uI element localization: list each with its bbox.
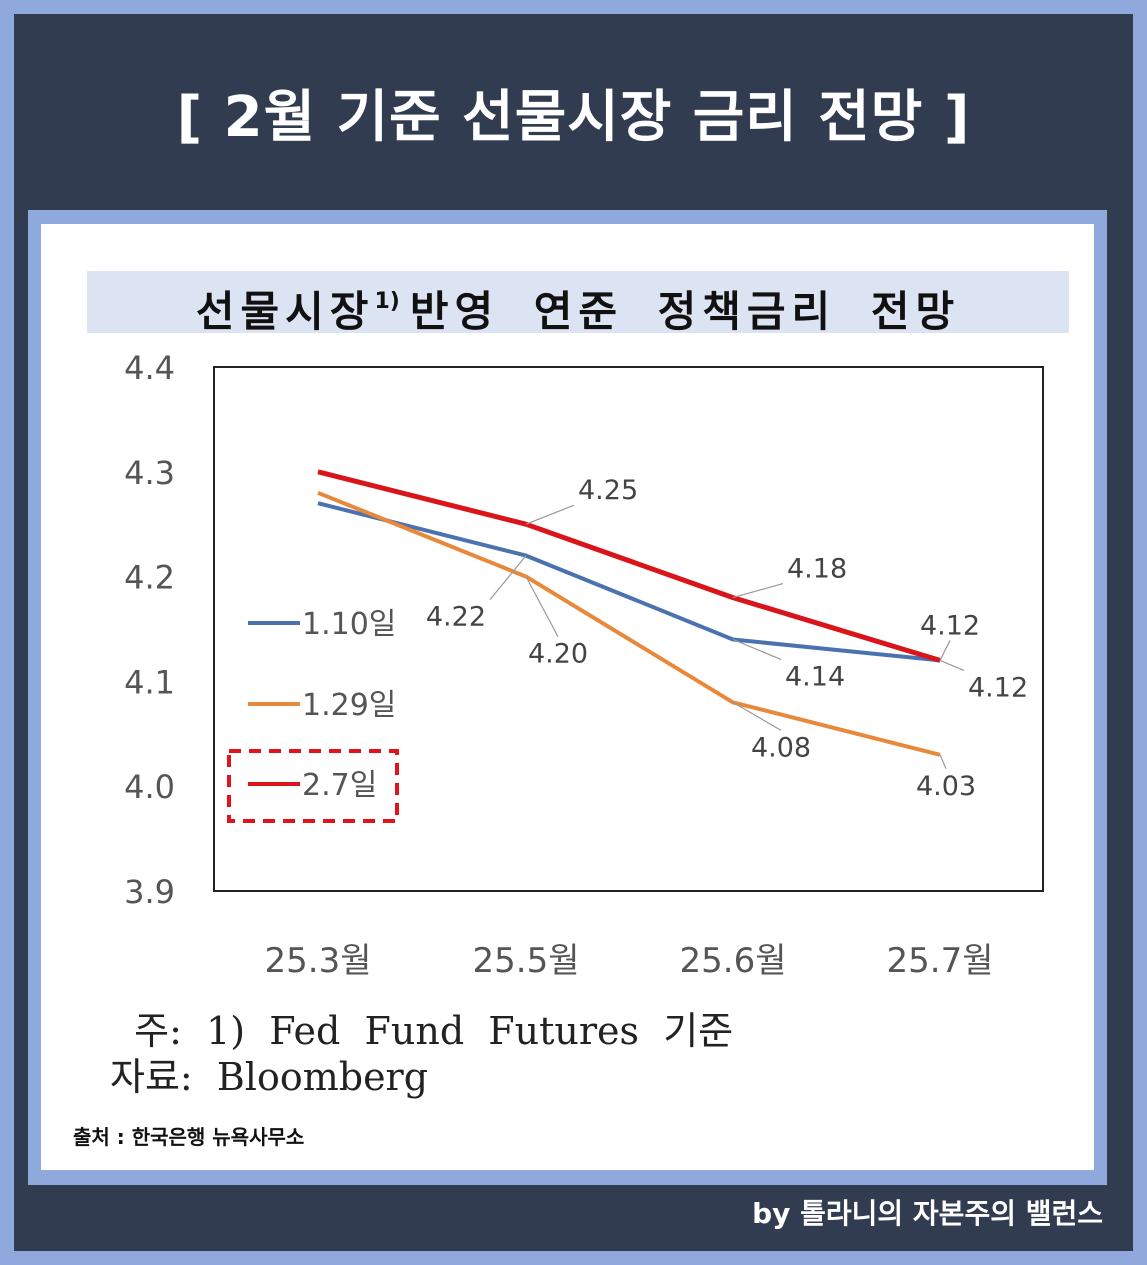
- chart-title-main: 선물시장: [195, 287, 375, 336]
- leader-line: [939, 754, 947, 769]
- chart-title-rest: 반영 연준 정책금리 전망: [409, 287, 961, 336]
- x-tick-label: 25.6월: [680, 941, 787, 981]
- legend-label: 1.29일: [302, 688, 396, 723]
- data-label: 4.08: [751, 732, 811, 763]
- leader-line: [732, 638, 782, 661]
- x-tick-label: 25.7월: [887, 941, 994, 981]
- series-line: [317, 469, 941, 663]
- leader-line: [525, 504, 575, 525]
- highlight-box: [227, 749, 399, 823]
- y-tick-label: 4.1: [124, 663, 175, 701]
- data-label: 4.14: [785, 661, 845, 692]
- footnote-line: 주: 1) Fed Fund Futures 기준: [110, 1009, 734, 1053]
- x-tick-label: 25.3월: [265, 941, 372, 981]
- series-line: [317, 501, 941, 663]
- leader-line: [525, 576, 559, 637]
- data-label: 4.18: [787, 554, 847, 585]
- chart-title: 선물시장1) 반영 연준 정책금리 전망: [87, 271, 1069, 336]
- y-tick-label: 4.2: [124, 559, 175, 597]
- leader-line: [489, 555, 527, 601]
- legend-label: 1.10일: [302, 607, 396, 642]
- data-source-line: 자료: Bloomberg: [110, 1055, 429, 1099]
- y-tick-label: 4.4: [124, 349, 175, 387]
- source-credit: 출처 : 한국은행 뉴욕사무소: [73, 1125, 305, 1149]
- series-line: [317, 490, 941, 757]
- page-title: [ 2월 기준 선물시장 금리 전망 ]: [176, 85, 971, 150]
- data-label: 4.03: [916, 771, 976, 802]
- leader-line: [732, 701, 782, 731]
- footnotes: 주: 1) Fed Fund Futures 기준 자료: Bloomberg: [110, 1008, 733, 1100]
- y-tick-label: 3.9: [124, 873, 175, 911]
- chart-title-footnote-mark: 1): [374, 289, 400, 314]
- leader-line: [732, 582, 784, 599]
- data-label: 4.22: [426, 602, 486, 633]
- data-label: 4.25: [578, 475, 638, 506]
- data-label: 4.20: [528, 639, 588, 670]
- leader-line: [939, 640, 951, 661]
- y-tick-label: 4.0: [124, 768, 175, 806]
- data-label: 4.12: [968, 672, 1028, 703]
- data-label: 4.12: [920, 610, 980, 641]
- author-credit: by 톨라니의 자본주의 밸런스: [752, 1197, 1103, 1230]
- leader-line: [939, 659, 965, 671]
- y-tick-label: 4.3: [124, 454, 175, 492]
- legend-label: 2.7일: [302, 768, 377, 803]
- plot-area: [213, 366, 1044, 892]
- x-tick-label: 25.5월: [473, 941, 580, 981]
- chart-title-bar: [87, 271, 1069, 333]
